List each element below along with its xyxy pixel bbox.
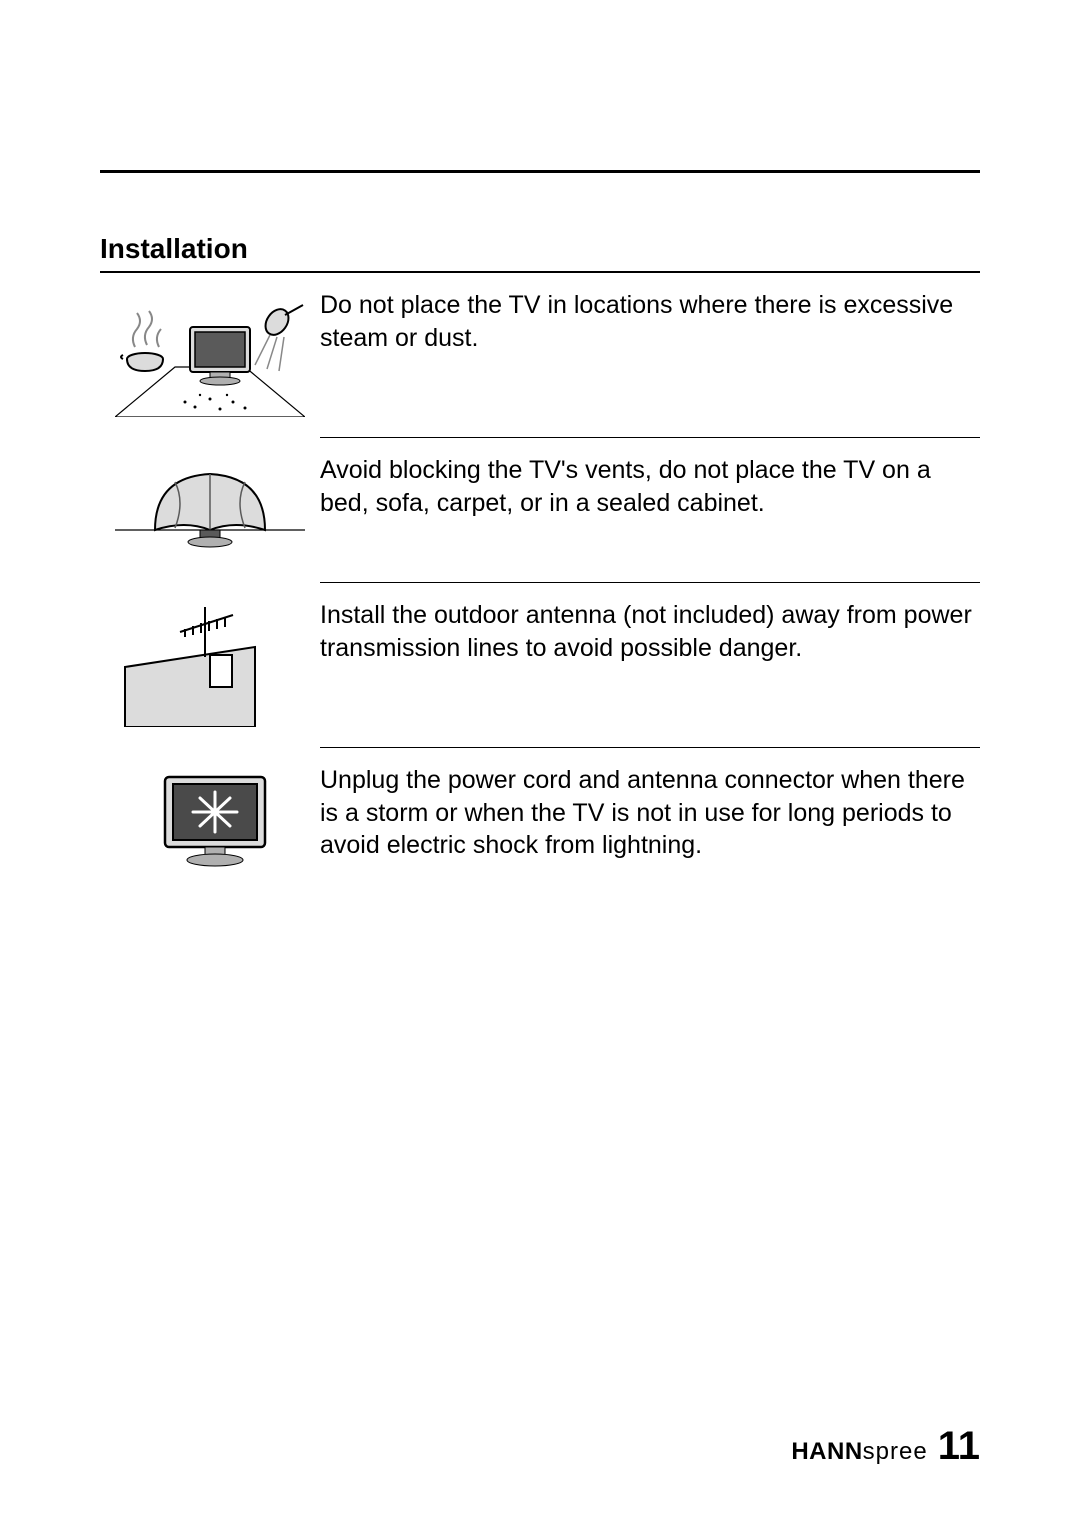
outdoor-antenna-icon <box>100 597 320 727</box>
install-row: Unplug the power cord and antenna connec… <box>100 748 980 902</box>
tv-lightning-icon <box>100 762 320 882</box>
tv-steam-dust-icon <box>100 287 320 417</box>
page-number: 11 <box>938 1424 980 1469</box>
section-title: Installation <box>100 233 980 265</box>
page-footer: HANNspree 11 <box>791 1424 980 1469</box>
page: Installation <box>0 0 1080 1529</box>
install-row: Avoid blocking the TV's vents, do not pl… <box>100 438 980 582</box>
install-text: Unplug the power cord and antenna connec… <box>320 762 980 862</box>
brand-light: spree <box>863 1438 928 1465</box>
install-text: Do not place the TV in locations where t… <box>320 287 980 354</box>
brand-bold: HANN <box>791 1438 862 1465</box>
install-row: Install the outdoor antenna (not include… <box>100 583 980 747</box>
install-row: Do not place the TV in locations where t… <box>100 273 980 437</box>
tv-covered-icon <box>100 452 320 562</box>
install-text: Avoid blocking the TV's vents, do not pl… <box>320 452 980 519</box>
top-rule <box>100 170 980 173</box>
install-text: Install the outdoor antenna (not include… <box>320 597 980 664</box>
